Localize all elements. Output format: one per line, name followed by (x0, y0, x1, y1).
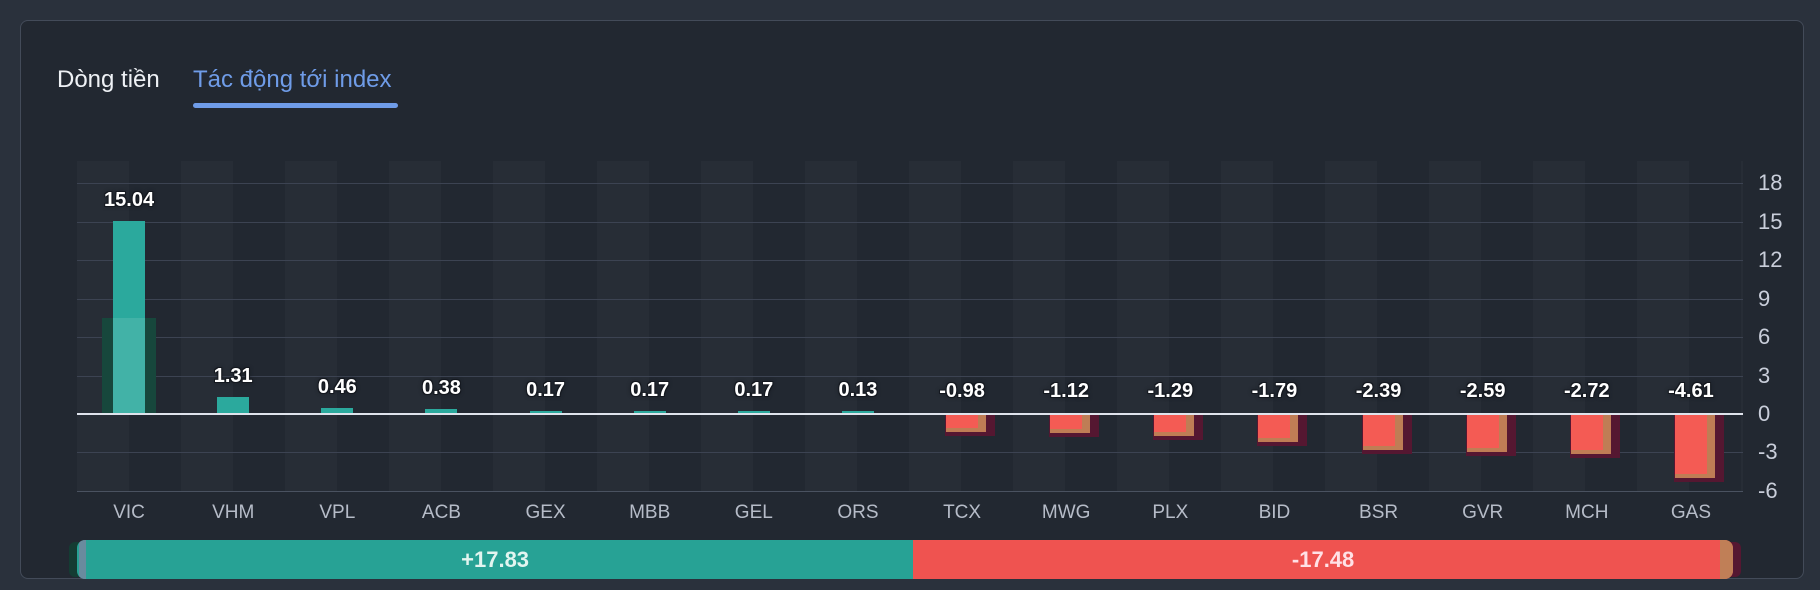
y-axis-tick-18: 18 (1758, 170, 1783, 196)
value-label-MWG: -1.12 (1043, 380, 1089, 402)
x-axis-label-MWG: MWG (1041, 502, 1091, 523)
bar-MCH[interactable] (1570, 415, 1603, 450)
value-label-VPL: 0.46 (317, 376, 357, 399)
gridline-y9 (77, 298, 1743, 300)
bar-VHM[interactable] (217, 397, 250, 414)
gridline-y6 (77, 337, 1743, 339)
x-axis-label-GVR: GVR (1462, 502, 1504, 523)
bar-BSR[interactable] (1362, 415, 1395, 446)
zero-axis-line (77, 413, 1743, 415)
bar-VPL[interactable] (321, 408, 354, 414)
tab-money-flow[interactable]: Dòng tiền (57, 66, 160, 93)
value-label-VHM: 1.31 (213, 365, 253, 388)
x-axis-label-GEL: GEL (734, 502, 773, 523)
value-label-BSR: -2.39 (1355, 380, 1402, 402)
x-axis-label-MBB: MBB (629, 502, 671, 523)
x-axis-label-PLX: PLX (1152, 502, 1189, 523)
x-axis-label-VPL: VPL (319, 502, 356, 523)
value-label-GVR: -2.59 (1459, 380, 1506, 402)
y-axis-tick-15: 15 (1758, 208, 1783, 234)
summary-negative-value: -17.48 (1291, 546, 1355, 572)
y-axis-tick-6: 6 (1758, 324, 1771, 350)
y-axis-tick-3: 3 (1758, 362, 1771, 388)
y-axis-tick-9: 9 (1758, 285, 1771, 311)
bar-GAS[interactable] (1674, 415, 1707, 475)
bar-GEX[interactable] (529, 411, 562, 414)
active-tab-underline (193, 103, 398, 108)
summary-positive-left-cap (79, 540, 86, 579)
summary-negative-right-cap (1720, 540, 1733, 579)
x-axis-label-ORS: ORS (837, 502, 879, 523)
bar-GEL[interactable] (737, 411, 770, 414)
bar-BID[interactable] (1258, 415, 1291, 438)
bar-GVR[interactable] (1466, 415, 1499, 449)
summary-positive-segment: +17.83 (77, 540, 914, 579)
bar-ORS[interactable] (841, 411, 874, 414)
bar-ACB[interactable] (425, 409, 458, 414)
bar-highlight-VIC (113, 318, 146, 414)
gridline-y3 (77, 375, 1743, 377)
gridline-y-3 (77, 452, 1743, 454)
gridline-y-6 (77, 490, 1743, 492)
value-label-TCX: -0.98 (939, 380, 985, 402)
value-label-MCH: -2.72 (1564, 380, 1610, 402)
y-axis-tick--6: -6 (1758, 477, 1778, 503)
value-label-VIC: 15.04 (104, 189, 155, 212)
summary-positive-value: +17.83 (461, 546, 530, 572)
summary-negative-segment: -17.48 (913, 540, 1733, 579)
x-axis-label-GEX: GEX (525, 502, 566, 523)
x-axis-label-VHM: VHM (212, 502, 255, 523)
bar-MWG[interactable] (1050, 415, 1083, 430)
y-axis-tick-12: 12 (1758, 247, 1783, 273)
summary-bar-left-shadow (69, 542, 79, 577)
x-axis-label-ACB: ACB (421, 502, 461, 523)
value-label-GEX: 0.17 (526, 379, 566, 401)
x-axis-label-VIC: VIC (113, 502, 145, 523)
index-impact-panel: Dòng tiền Tác động tới index +17.83 -17.… (20, 20, 1804, 579)
value-label-GEL: 0.17 (734, 379, 774, 401)
summary-total-bar: +17.83 -17.48 (77, 540, 1733, 579)
value-label-BID: -1.79 (1251, 380, 1298, 402)
bar-PLX[interactable] (1154, 415, 1187, 432)
tab-index-impact[interactable]: Tác động tới index (193, 66, 392, 93)
x-axis-label-GAS: GAS (1670, 502, 1711, 523)
x-axis-label-BID: BID (1258, 502, 1291, 523)
x-axis-label-MCH: MCH (1565, 502, 1609, 523)
bar-VIC[interactable] (113, 221, 146, 414)
gridline-y15 (77, 221, 1743, 223)
value-label-ACB: 0.38 (421, 377, 461, 400)
bar-TCX[interactable] (946, 415, 979, 428)
value-label-ORS: 0.13 (838, 379, 878, 401)
x-axis-label-TCX: TCX (943, 502, 982, 523)
value-label-GAS: -4.61 (1668, 380, 1714, 402)
gridline-y12 (77, 260, 1743, 262)
value-label-MBB: 0.17 (630, 379, 670, 401)
y-axis-tick--3: -3 (1758, 439, 1778, 465)
gridline-y18 (77, 183, 1743, 185)
plot-background-bands (77, 161, 1743, 492)
x-axis-label-BSR: BSR (1359, 502, 1399, 523)
bar-MBB[interactable] (633, 411, 666, 414)
y-axis-tick-0: 0 (1758, 401, 1771, 426)
value-label-PLX: -1.29 (1147, 380, 1194, 402)
